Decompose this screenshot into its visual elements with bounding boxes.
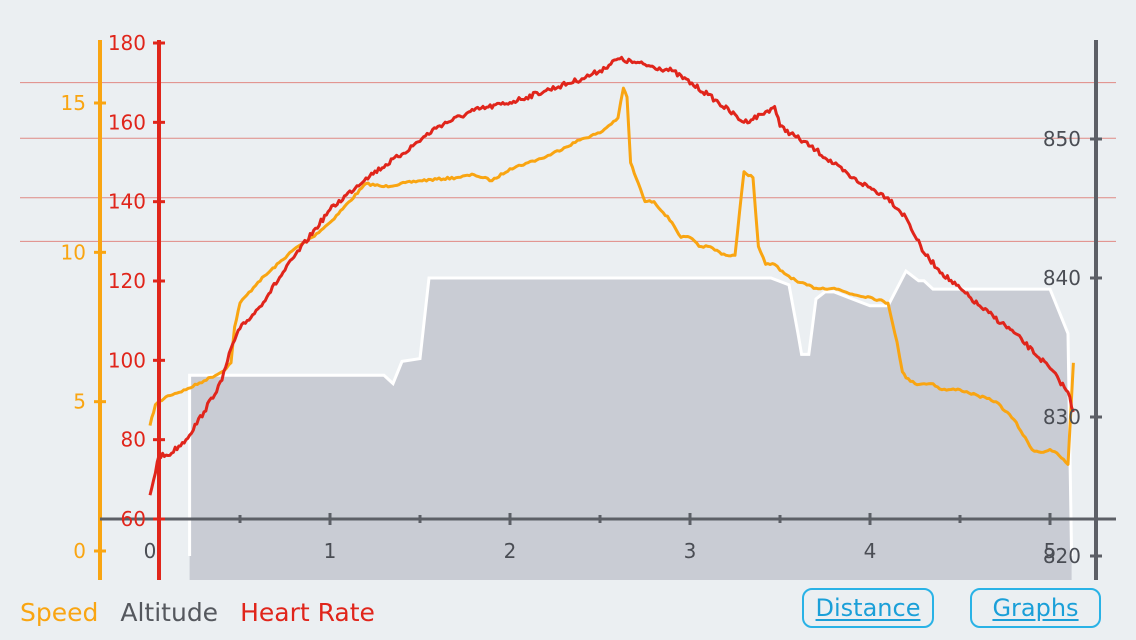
altitude-tick-label: 840	[1043, 266, 1081, 290]
heart-rate-tick-label: 100	[108, 348, 146, 372]
heart-rate-tick-label: 80	[121, 428, 146, 452]
legend-speed: Speed	[20, 598, 99, 627]
altitude-tick-label: 850	[1043, 127, 1081, 151]
x-tick-label: 2	[504, 539, 517, 563]
altitude-line	[188, 268, 1074, 557]
x-tick-label: 5	[1044, 539, 1057, 563]
speed-tick-label: 10	[61, 240, 86, 264]
legend-heart-rate: Heart Rate	[240, 598, 375, 627]
heart-rate-line	[148, 55, 1075, 496]
speed-tick-label: 5	[73, 390, 86, 414]
altitude-tick-label: 830	[1043, 405, 1081, 429]
speed-line	[148, 86, 1075, 466]
x-tick-label: 1	[324, 539, 337, 563]
speed-tick-label: 15	[61, 91, 86, 115]
distance-button[interactable]: Distance	[802, 588, 934, 628]
speed-tick-label: 0	[73, 539, 86, 563]
graphs-button[interactable]: Graphs	[970, 588, 1101, 628]
altitude-tick-label: 820	[1043, 544, 1081, 568]
heart-rate-tick-label: 180	[108, 31, 146, 55]
axes-group: 0 5 10 15 60 80 100 120 140 160 180 820 830 840 850 0 1 2…	[61, 31, 1116, 580]
heart-rate-tick-label: 120	[108, 269, 146, 293]
chart-legend: Speed Altitude Heart Rate	[20, 598, 375, 627]
heart-rate-tick-label: 60	[121, 507, 146, 531]
x-tick-label: 3	[684, 539, 697, 563]
x-tick-label: 4	[864, 539, 877, 563]
heart-rate-tick-label: 160	[108, 110, 146, 134]
legend-altitude: Altitude	[120, 598, 219, 627]
heart-rate-tick-label: 140	[108, 190, 146, 214]
altitude-area	[189, 271, 1072, 580]
heart-rate-gridlines	[20, 82, 1116, 242]
x-tick-label: 0	[144, 539, 157, 563]
